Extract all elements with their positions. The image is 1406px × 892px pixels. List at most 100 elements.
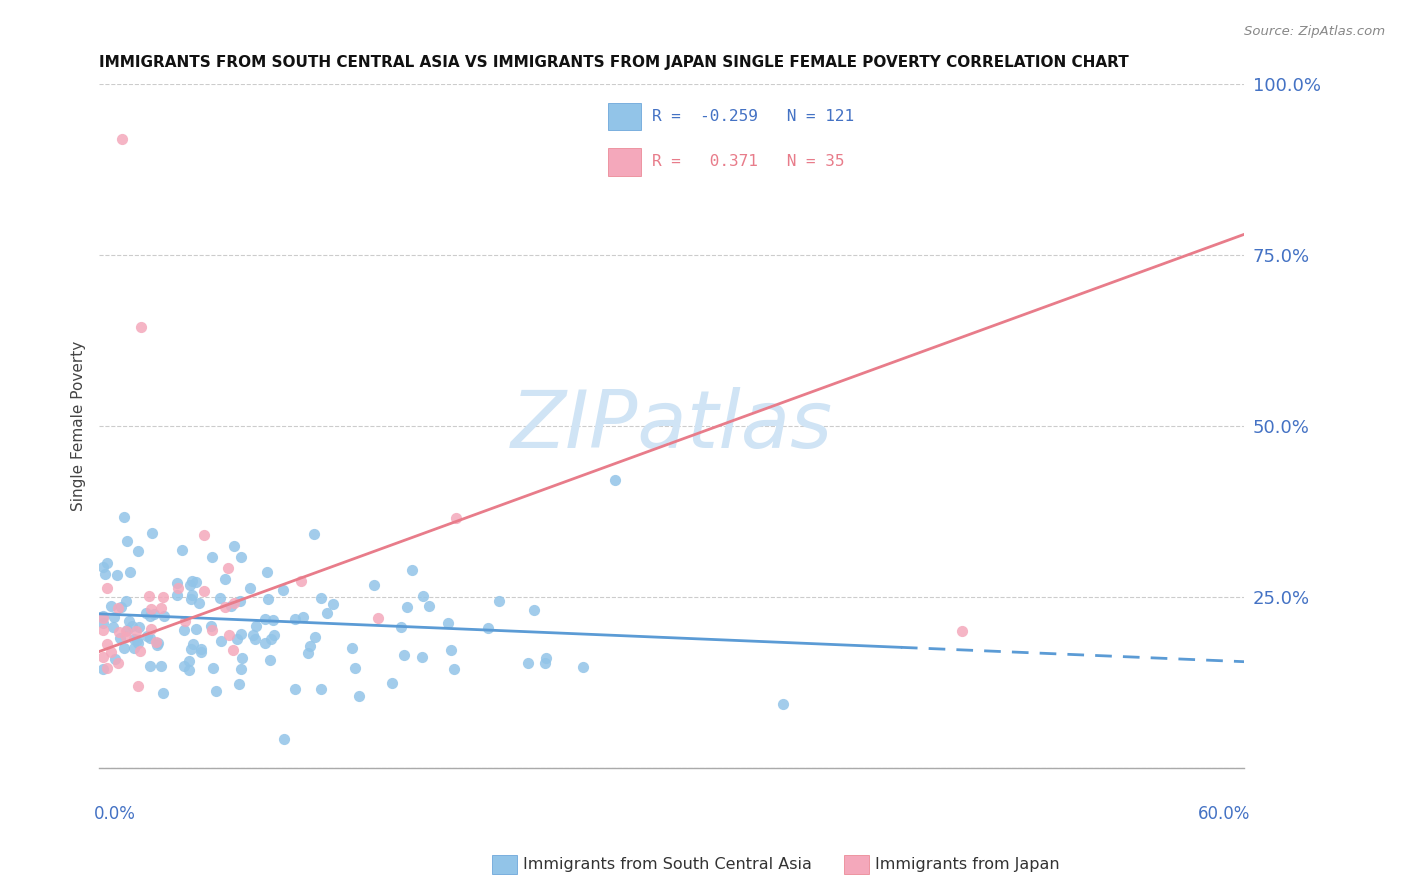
Point xyxy=(200,623,222,637)
Point xyxy=(91,611,114,625)
Point xyxy=(263,613,285,627)
Point xyxy=(291,609,314,624)
Point xyxy=(209,633,232,648)
Point xyxy=(347,689,370,703)
Point xyxy=(193,583,215,598)
Point xyxy=(122,640,145,655)
Point xyxy=(141,602,163,616)
Point xyxy=(411,649,433,664)
Point xyxy=(437,616,460,631)
Point xyxy=(242,628,264,642)
Point xyxy=(256,565,278,579)
Point xyxy=(488,593,510,607)
Point xyxy=(302,527,325,541)
Point xyxy=(146,639,169,653)
Point xyxy=(229,594,252,608)
Point xyxy=(343,661,366,675)
Point xyxy=(94,566,117,581)
Text: Immigrants from South Central Asia: Immigrants from South Central Asia xyxy=(523,857,811,871)
Point xyxy=(124,624,146,638)
Point xyxy=(170,543,193,558)
Point xyxy=(443,662,465,676)
Point xyxy=(181,588,204,602)
Point xyxy=(200,619,222,633)
Point xyxy=(150,601,173,615)
Point xyxy=(138,589,160,603)
Point xyxy=(166,576,188,591)
Point xyxy=(214,573,236,587)
Point xyxy=(139,609,162,624)
Point xyxy=(115,534,138,549)
Y-axis label: Single Female Poverty: Single Female Poverty xyxy=(72,341,86,511)
Point xyxy=(201,550,224,565)
Point xyxy=(173,614,195,628)
Point xyxy=(125,633,148,648)
Point xyxy=(103,609,125,624)
Point xyxy=(104,651,127,665)
Point xyxy=(517,656,540,670)
Point xyxy=(188,596,211,610)
Point xyxy=(114,510,136,524)
Point xyxy=(115,623,138,637)
Point xyxy=(107,601,129,615)
Point xyxy=(228,677,250,691)
Point xyxy=(143,607,166,621)
Text: IMMIGRANTS FROM SOUTH CENTRAL ASIA VS IMMIGRANTS FROM JAPAN SINGLE FEMALE POVERT: IMMIGRANTS FROM SOUTH CENTRAL ASIA VS IM… xyxy=(100,55,1129,70)
Point xyxy=(129,644,152,658)
Point xyxy=(139,623,162,637)
Point xyxy=(273,732,295,747)
Point xyxy=(127,679,149,693)
Point xyxy=(112,640,135,655)
Point xyxy=(108,631,131,645)
Point xyxy=(135,607,157,621)
Point xyxy=(190,641,212,656)
Point xyxy=(229,549,252,564)
Point xyxy=(477,621,499,635)
Point xyxy=(418,599,440,614)
Point xyxy=(190,645,212,659)
Point xyxy=(231,651,253,665)
Point xyxy=(316,606,339,620)
Point xyxy=(186,574,208,589)
Point xyxy=(127,543,149,558)
Point xyxy=(184,622,207,636)
Point xyxy=(340,640,363,655)
Point xyxy=(412,589,434,603)
Point xyxy=(107,624,129,639)
Text: 0.0%: 0.0% xyxy=(94,805,135,823)
Point xyxy=(96,661,118,675)
Point xyxy=(91,624,114,638)
Point xyxy=(263,628,285,642)
Point xyxy=(101,620,124,634)
Text: 60.0%: 60.0% xyxy=(1198,805,1250,823)
Point xyxy=(179,655,201,669)
Point xyxy=(145,635,167,649)
Point xyxy=(91,649,114,664)
Point xyxy=(121,618,143,632)
Point xyxy=(152,686,174,700)
Point xyxy=(111,131,134,145)
Point xyxy=(117,614,139,628)
Point xyxy=(146,636,169,650)
Point xyxy=(127,636,149,650)
Point xyxy=(222,596,245,610)
Point xyxy=(243,632,266,647)
Point xyxy=(173,658,195,673)
Point xyxy=(152,591,174,605)
Point xyxy=(950,624,973,638)
Point xyxy=(534,651,557,665)
Point xyxy=(138,659,160,673)
Point xyxy=(603,474,626,488)
Point xyxy=(141,525,163,540)
Point xyxy=(202,661,225,675)
Point xyxy=(401,563,423,577)
Point xyxy=(523,603,546,617)
Point xyxy=(239,582,262,596)
Point xyxy=(114,594,136,608)
Point xyxy=(180,574,202,588)
Point xyxy=(298,639,321,653)
Point xyxy=(290,574,312,588)
Point xyxy=(167,581,190,595)
Point xyxy=(396,599,419,614)
Point xyxy=(309,682,332,697)
